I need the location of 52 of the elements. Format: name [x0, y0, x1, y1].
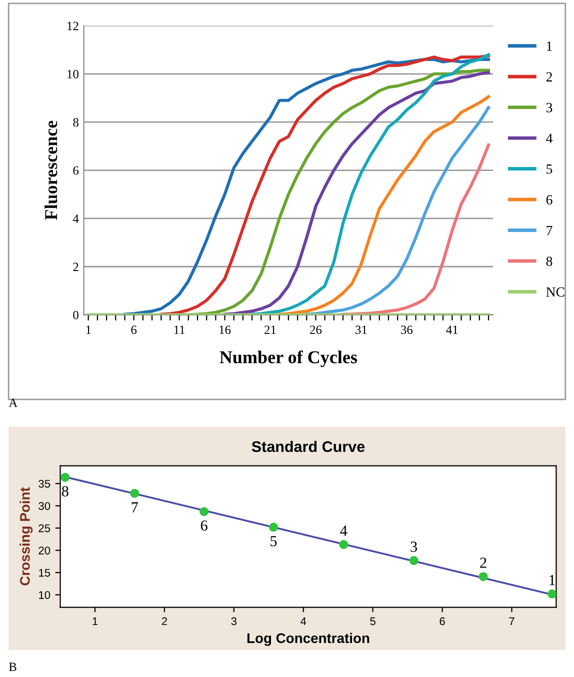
- text: A: [8, 398, 18, 407]
- annotation: 1: [550, 575, 555, 586]
- x-tick-label: 31: [356, 326, 367, 334]
- y-tick-label: 35: [38, 480, 50, 488]
- y-tick-label: 2: [73, 262, 78, 271]
- text: B: [8, 662, 16, 671]
- legend-label: NC: [546, 287, 564, 297]
- x-tick-label: 26: [310, 326, 322, 334]
- y-tick-label: 4: [72, 214, 79, 223]
- y-tick-label: 12: [68, 22, 78, 30]
- y-tick-label: 8: [73, 118, 78, 127]
- x-tick-label: 1: [86, 326, 91, 334]
- y-tick-label: 10: [39, 591, 50, 599]
- annotation: 4: [340, 526, 348, 536]
- legend-label: 6: [546, 195, 552, 205]
- x-tick-label: 7: [509, 617, 514, 626]
- legend-label: 1: [546, 42, 552, 51]
- annotation: 2: [480, 558, 486, 568]
- y-tick-label: 10: [68, 70, 78, 78]
- x-tick-label: 11: [174, 326, 185, 334]
- x-tick-label: 1: [92, 617, 98, 626]
- chart-title: Standard Curve: [252, 440, 365, 452]
- x-tick-label: 2: [162, 617, 167, 626]
- annotation: 6: [200, 520, 208, 531]
- y-axis-title: Crossing Point: [20, 487, 33, 586]
- x-tick-label: 41: [446, 326, 458, 334]
- legend-label: 2: [546, 72, 552, 82]
- legend-label: 4: [546, 134, 552, 143]
- y-tick-label: 0: [73, 310, 78, 320]
- annotation: 7: [132, 502, 138, 512]
- x-tick-label: 36: [401, 326, 413, 334]
- x-tick-label: 6: [440, 617, 445, 626]
- legend-label: 7: [546, 226, 552, 236]
- x-tick-label: 6: [131, 326, 137, 334]
- legend-label: 5: [546, 164, 552, 174]
- x-tick-label: 3: [231, 617, 237, 626]
- y-tick-label: 30: [38, 502, 50, 510]
- y-tick-label: 20: [38, 546, 50, 554]
- x-tick-label: 16: [220, 326, 231, 334]
- y-tick-label: 6: [73, 166, 79, 175]
- legend-label: 3: [546, 102, 552, 112]
- y-tick-label: 15: [39, 568, 50, 577]
- annotation: 5: [270, 536, 277, 546]
- x-tick-label: 21: [264, 326, 276, 334]
- legend-label: 8: [546, 256, 552, 266]
- y-tick-label: 25: [38, 524, 50, 532]
- y-axis-title: Fluorescence: [44, 120, 58, 220]
- annotation: 3: [410, 542, 418, 552]
- x-axis-title: Log Concentration: [247, 632, 370, 646]
- x-axis-title: Number of Cycles: [220, 350, 358, 368]
- x-tick-label: 4: [300, 617, 306, 626]
- x-tick-label: 5: [370, 617, 376, 626]
